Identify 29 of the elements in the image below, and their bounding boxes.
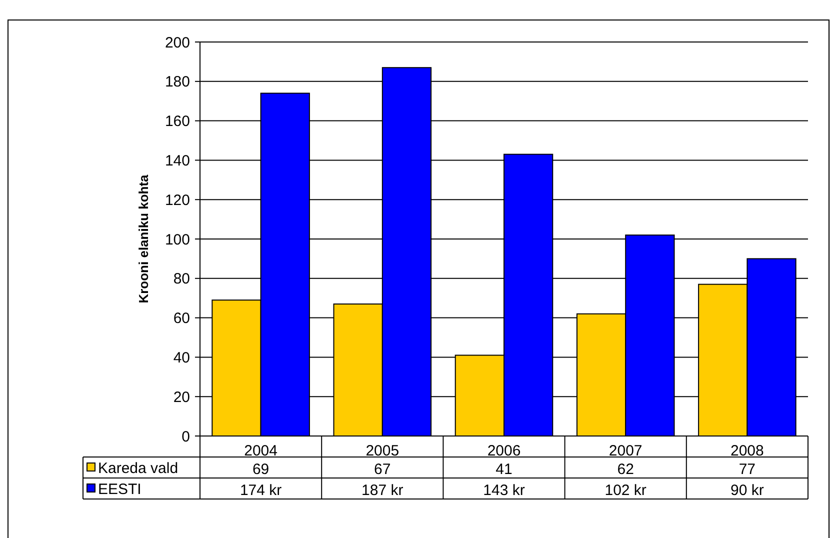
data-label: 77 bbox=[738, 460, 756, 478]
y-tick-label: 180 bbox=[164, 74, 190, 91]
data-label: 102 kr bbox=[604, 482, 646, 499]
y-tick-label: 160 bbox=[164, 113, 190, 130]
data-label: 90 kr bbox=[730, 482, 764, 499]
data-label: 69 bbox=[252, 460, 270, 478]
y-tick-label: 100 bbox=[164, 231, 190, 248]
y-tick-label: 200 bbox=[164, 34, 190, 52]
x-tick-label: 2006 bbox=[487, 442, 521, 460]
y-tick-label: 0 bbox=[182, 428, 190, 446]
x-tick-label: 2005 bbox=[366, 442, 400, 460]
y-tick-label: 20 bbox=[173, 388, 190, 406]
y-tick-label: 40 bbox=[173, 349, 190, 366]
legend-label: EESTI bbox=[98, 480, 142, 498]
x-tick-label: 2007 bbox=[608, 442, 642, 460]
y-tick-label: 120 bbox=[164, 192, 190, 209]
data-label: 67 bbox=[374, 460, 391, 478]
y-axis-title: Krooni elaniku kohta bbox=[136, 174, 151, 304]
x-tick-label: 2004 bbox=[244, 442, 278, 460]
data-label: 62 bbox=[617, 460, 634, 478]
x-tick-label: 2008 bbox=[730, 442, 764, 460]
data-label: 187 kr bbox=[362, 482, 404, 499]
data-label: 41 bbox=[496, 460, 512, 478]
data-label: 174 kr bbox=[240, 482, 282, 499]
legend-label: Kareda vald bbox=[98, 460, 178, 477]
y-tick-label: 80 bbox=[173, 270, 190, 288]
data-label: 143 kr bbox=[483, 482, 525, 499]
y-tick-label: 60 bbox=[173, 310, 190, 328]
y-tick-label: 140 bbox=[164, 152, 190, 170]
